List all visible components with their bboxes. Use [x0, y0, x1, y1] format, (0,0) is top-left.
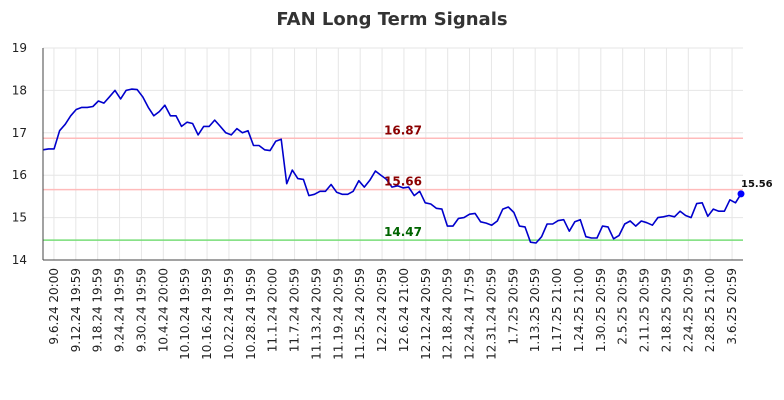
signal-levels — [43, 137, 743, 241]
grid — [43, 47, 743, 261]
series-layer — [42, 88, 745, 244]
level-label: 15.66 — [384, 175, 422, 189]
x-tick-label: 10.16.24 19:59 — [200, 268, 214, 360]
x-tick-label: 12.24.24 17:59 — [463, 268, 477, 360]
x-tick-label: 11.1.24 20:00 — [266, 268, 280, 352]
y-tick-label: 17 — [12, 126, 27, 140]
x-tick-label: 10.10.24 19:59 — [178, 268, 192, 360]
x-tick-label: 3.6.25 20:59 — [725, 268, 739, 345]
x-tick-label: 12.2.24 20:59 — [375, 268, 389, 352]
y-tick-label: 18 — [12, 83, 27, 97]
x-tick-label: 9.18.24 19:59 — [91, 268, 105, 352]
x-tick-label: 12.31.24 20:59 — [484, 268, 498, 360]
x-tick-label: 11.25.24 20:59 — [353, 268, 367, 360]
chart-title: FAN Long Term Signals — [276, 9, 507, 30]
last-point-label: 15.56 — [741, 179, 773, 190]
x-tick-label: 1.17.25 21:00 — [550, 268, 564, 352]
annotations: 16.87 15.66 14.47 15.56 — [384, 123, 773, 239]
level-label: 14.47 — [384, 225, 422, 239]
x-tick-label: 10.28.24 19:59 — [244, 268, 258, 360]
axes — [42, 48, 743, 261]
x-tick-label: 2.5.25 20:59 — [616, 268, 630, 345]
x-tick-label: 2.18.25 20:59 — [659, 268, 673, 352]
x-tick-label: 9.24.24 19:59 — [113, 268, 127, 352]
x-tick-label: 12.6.24 21:00 — [397, 268, 411, 352]
x-tick-label: 9.6.24 20:00 — [47, 268, 61, 345]
x-tick-label: 11.7.24 20:59 — [288, 268, 302, 352]
x-tick-label: 1.13.25 20:59 — [528, 268, 542, 352]
y-tick-label: 15 — [12, 211, 27, 225]
level-label: 16.87 — [384, 123, 422, 137]
x-tick-label: 9.30.24 19:59 — [134, 268, 148, 352]
x-tick-label: 1.7.25 20:59 — [506, 268, 520, 345]
x-tick-label: 2.11.25 20:59 — [638, 268, 652, 352]
x-tick-label: 10.4.24 20:00 — [156, 268, 170, 352]
y-tick-label: 16 — [12, 168, 27, 182]
y-tick-label: 19 — [12, 41, 27, 55]
last-point-marker — [737, 190, 745, 198]
x-tick-label: 11.13.24 20:59 — [309, 268, 323, 360]
x-tick-label: 2.24.25 20:59 — [681, 268, 695, 352]
y-tick-label: 14 — [12, 253, 27, 267]
price-line — [42, 88, 742, 244]
x-tick-label: 12.12.24 20:59 — [419, 268, 433, 360]
x-tick-label: 9.12.24 19:59 — [69, 268, 83, 352]
x-tick-label: 11.19.24 20:59 — [331, 268, 345, 360]
x-tick-label: 2.28.25 21:00 — [703, 268, 717, 352]
x-tick-label: 1.30.25 20:59 — [594, 268, 608, 352]
x-tick-label: 1.24.25 21:00 — [572, 268, 586, 352]
y-tick-labels: 14 15 16 17 18 19 — [12, 41, 27, 267]
x-tick-label: 12.18.24 20:59 — [441, 268, 455, 360]
x-tick-labels: 9.6.24 20:00 9.12.24 19:59 9.18.24 19:59 9.… — [47, 268, 739, 360]
x-tick-label: 10.22.24 19:59 — [222, 268, 236, 360]
